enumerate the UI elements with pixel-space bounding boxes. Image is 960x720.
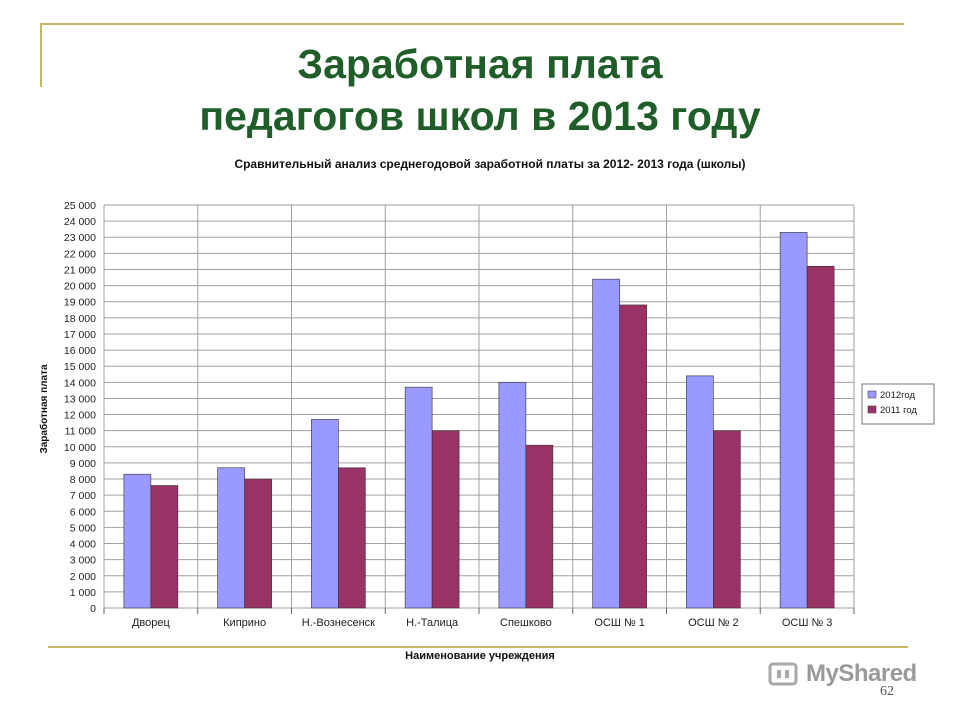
slide-title: Заработная плата педагогов школ в 2013 г…	[0, 38, 960, 142]
y-tick-label: 4 000	[70, 539, 96, 551]
bar-2011	[338, 467, 366, 609]
x-tick-label: Киприно	[223, 617, 266, 629]
bar-2012	[217, 467, 245, 609]
chart-y-axis-label: Заработная плата	[38, 364, 50, 453]
y-tick-label: 22 000	[64, 248, 96, 260]
legend-swatch	[867, 405, 877, 414]
chart-bars	[123, 232, 835, 609]
bar-2011	[713, 430, 741, 609]
bar-2011	[806, 265, 835, 609]
bar-2012	[498, 382, 527, 609]
y-tick-label: 5 000	[70, 522, 96, 534]
bar-2012	[686, 375, 714, 609]
bar-2011	[150, 485, 179, 609]
bar-2012	[779, 232, 808, 609]
chart-title: Сравнительный анализ среднегодовой зараб…	[234, 157, 745, 171]
y-tick-label: 17 000	[64, 329, 96, 341]
legend-box	[861, 383, 935, 425]
y-tick-label: 18 000	[64, 313, 96, 325]
watermark-cart-icon	[768, 662, 798, 686]
y-tick-label: 9 000	[70, 458, 96, 470]
x-tick-label: Н.-Талица	[406, 617, 459, 629]
legend-label: 2012год	[880, 390, 915, 401]
chart-x-tick-labels: Дворец Киприно Н.-Вознесенск Н.-Талица Спешк…	[132, 617, 832, 629]
y-tick-label: 14 000	[64, 377, 96, 389]
page-number: 62	[880, 684, 894, 699]
chart-gridlines	[103, 204, 855, 614]
x-tick-label: Н.-Вознесенск	[302, 617, 375, 629]
x-tick-label: Дворец	[132, 617, 171, 629]
y-tick-label: 16 000	[64, 345, 96, 357]
y-tick-label: 19 000	[64, 297, 96, 309]
y-tick-label: 12 000	[64, 410, 96, 422]
bar-2011	[619, 304, 647, 609]
chart-y-tick-labels: 0 1 000 2 000 3 000 4 000 5 000 6 000 7 000 8 00…	[64, 200, 96, 615]
x-tick-label: ОСШ № 1	[594, 617, 645, 629]
y-tick-label: 0	[90, 603, 96, 615]
x-tick-label: Спешково	[500, 617, 552, 629]
bar-2012	[123, 473, 152, 609]
bar-2011	[244, 478, 272, 609]
y-tick-label: 15 000	[64, 361, 96, 373]
y-tick-label: 6 000	[70, 506, 96, 518]
bar-2011	[525, 444, 554, 609]
y-tick-label: 24 000	[64, 216, 96, 228]
bar-2012	[311, 419, 339, 609]
legend-label: 2011 год	[880, 405, 917, 416]
chart-legend: 2012год 2011 год	[861, 383, 935, 425]
slide-title-line-2: педагогов школ в 2013 году	[199, 93, 761, 139]
y-tick-label: 13 000	[64, 393, 96, 405]
decor-top-line	[40, 23, 904, 25]
y-tick-label: 11 000	[65, 426, 96, 438]
bar-2012	[404, 386, 433, 609]
legend-swatch	[867, 390, 877, 399]
bar-2011	[431, 430, 460, 609]
y-tick-label: 25 000	[64, 200, 96, 212]
decor-bottom-line	[48, 646, 908, 648]
x-tick-label: ОСШ № 2	[688, 617, 739, 629]
slide-title-line-1: Заработная плата	[297, 41, 663, 87]
y-tick-label: 1 000	[70, 587, 96, 599]
bar-2012	[592, 278, 620, 609]
y-tick-label: 8 000	[70, 474, 96, 486]
y-tick-label: 20 000	[64, 281, 96, 293]
y-tick-label: 10 000	[64, 442, 96, 454]
y-tick-label: 21 000	[64, 264, 96, 276]
y-tick-label: 2 000	[70, 571, 96, 583]
x-tick-label: ОСШ № 3	[782, 617, 833, 629]
watermark-logo	[768, 662, 798, 686]
chart-x-axis-label: Наименование учреждения	[405, 650, 555, 662]
y-tick-label: 23 000	[64, 232, 96, 244]
watermark-text: MyShared	[806, 660, 917, 687]
y-tick-label: 3 000	[70, 555, 96, 567]
decor-left-line	[40, 23, 42, 87]
y-tick-label: 7 000	[70, 490, 96, 502]
